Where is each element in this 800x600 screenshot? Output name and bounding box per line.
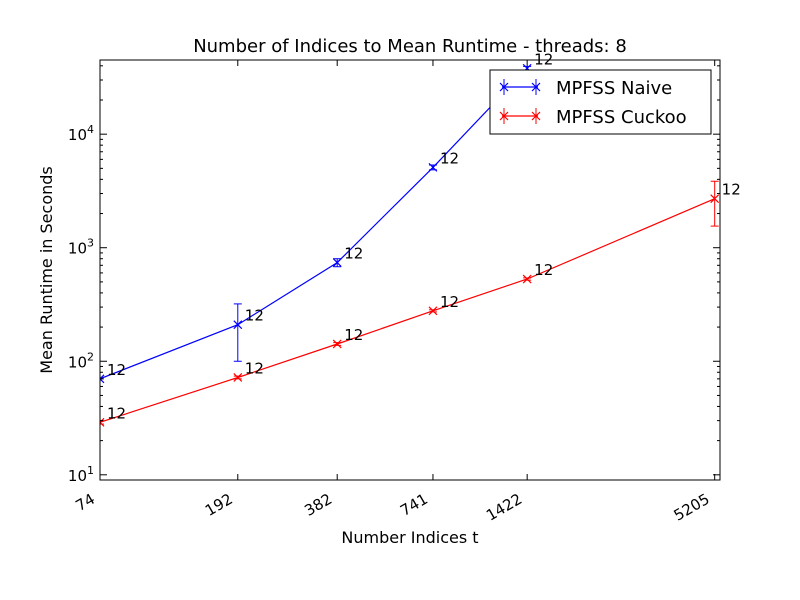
data-label: 12 — [722, 181, 741, 199]
legend-marker — [531, 82, 541, 92]
data-point — [332, 258, 342, 267]
data-point — [100, 417, 105, 427]
y-tick-label: 103 — [68, 237, 94, 258]
data-point — [100, 374, 105, 384]
y-tick-base: 10 — [68, 353, 87, 371]
data-point — [233, 373, 243, 382]
x-tick-label: 192 — [202, 490, 236, 520]
y-tick-exponent: 1 — [87, 464, 94, 477]
x-tick-label: 1422 — [483, 490, 525, 525]
y-tick-base: 10 — [68, 240, 87, 258]
chart-title: Number of Indices to Mean Runtime - thre… — [193, 36, 627, 57]
data-label: 12 — [245, 359, 264, 377]
y-tick-base: 10 — [68, 467, 87, 485]
error-bar — [710, 180, 719, 227]
series-line — [100, 198, 715, 423]
data-label: 12 — [534, 261, 553, 279]
data-point — [332, 339, 342, 349]
y-tick-label: 104 — [68, 123, 94, 144]
legend-entry: MPFSS Naive — [499, 78, 672, 99]
legend-box — [489, 69, 712, 135]
legend-label: MPFSS Cuckoo — [556, 107, 687, 128]
legend-marker — [531, 111, 541, 121]
x-tick-label: 74 — [72, 490, 98, 515]
series-mpfss-cuckoo — [100, 180, 720, 427]
series-line — [100, 67, 528, 380]
legend-label: MPFSS Naive — [556, 78, 672, 99]
data-label: 12 — [534, 50, 553, 68]
data-label: 12 — [344, 326, 363, 344]
data-label: 12 — [440, 293, 459, 311]
y-tick-label: 102 — [68, 350, 94, 371]
data-point — [710, 194, 720, 204]
x-tick-label: 741 — [397, 490, 431, 520]
data-label: 12 — [107, 404, 126, 422]
data-label: 12 — [107, 361, 126, 379]
y-tick-base: 10 — [68, 126, 87, 144]
legend: MPFSS Naive MPFSS Cuckoo — [489, 69, 712, 135]
data-point — [522, 274, 532, 284]
data-point — [233, 320, 243, 330]
data-label: 12 — [440, 149, 459, 167]
legend-marker — [499, 111, 509, 121]
y-tick-exponent: 3 — [87, 237, 94, 250]
y-tick-exponent: 2 — [87, 350, 94, 363]
x-axis-label: Number Indices t — [341, 528, 478, 547]
annotation-layer: 12 12 12 12 12 12 12 12 12 12 12 — [107, 50, 741, 422]
series-mpfss-naive — [100, 63, 532, 480]
series-layer — [100, 63, 720, 480]
y-tick-exponent: 4 — [87, 123, 94, 136]
plot-frame — [99, 59, 721, 481]
legend-marker — [499, 82, 509, 92]
x-tick-label: 5205 — [671, 490, 713, 525]
data-label: 12 — [245, 307, 264, 325]
data-point — [428, 306, 438, 316]
data-label: 12 — [344, 245, 363, 263]
x-tick-label: 382 — [301, 490, 335, 520]
y-axis-label: Mean Runtime in Seconds — [37, 166, 56, 373]
legend-entry: MPFSS Cuckoo — [499, 107, 687, 128]
y-tick-label: 101 — [68, 464, 94, 485]
error-bar — [233, 303, 242, 362]
data-point — [428, 162, 438, 172]
